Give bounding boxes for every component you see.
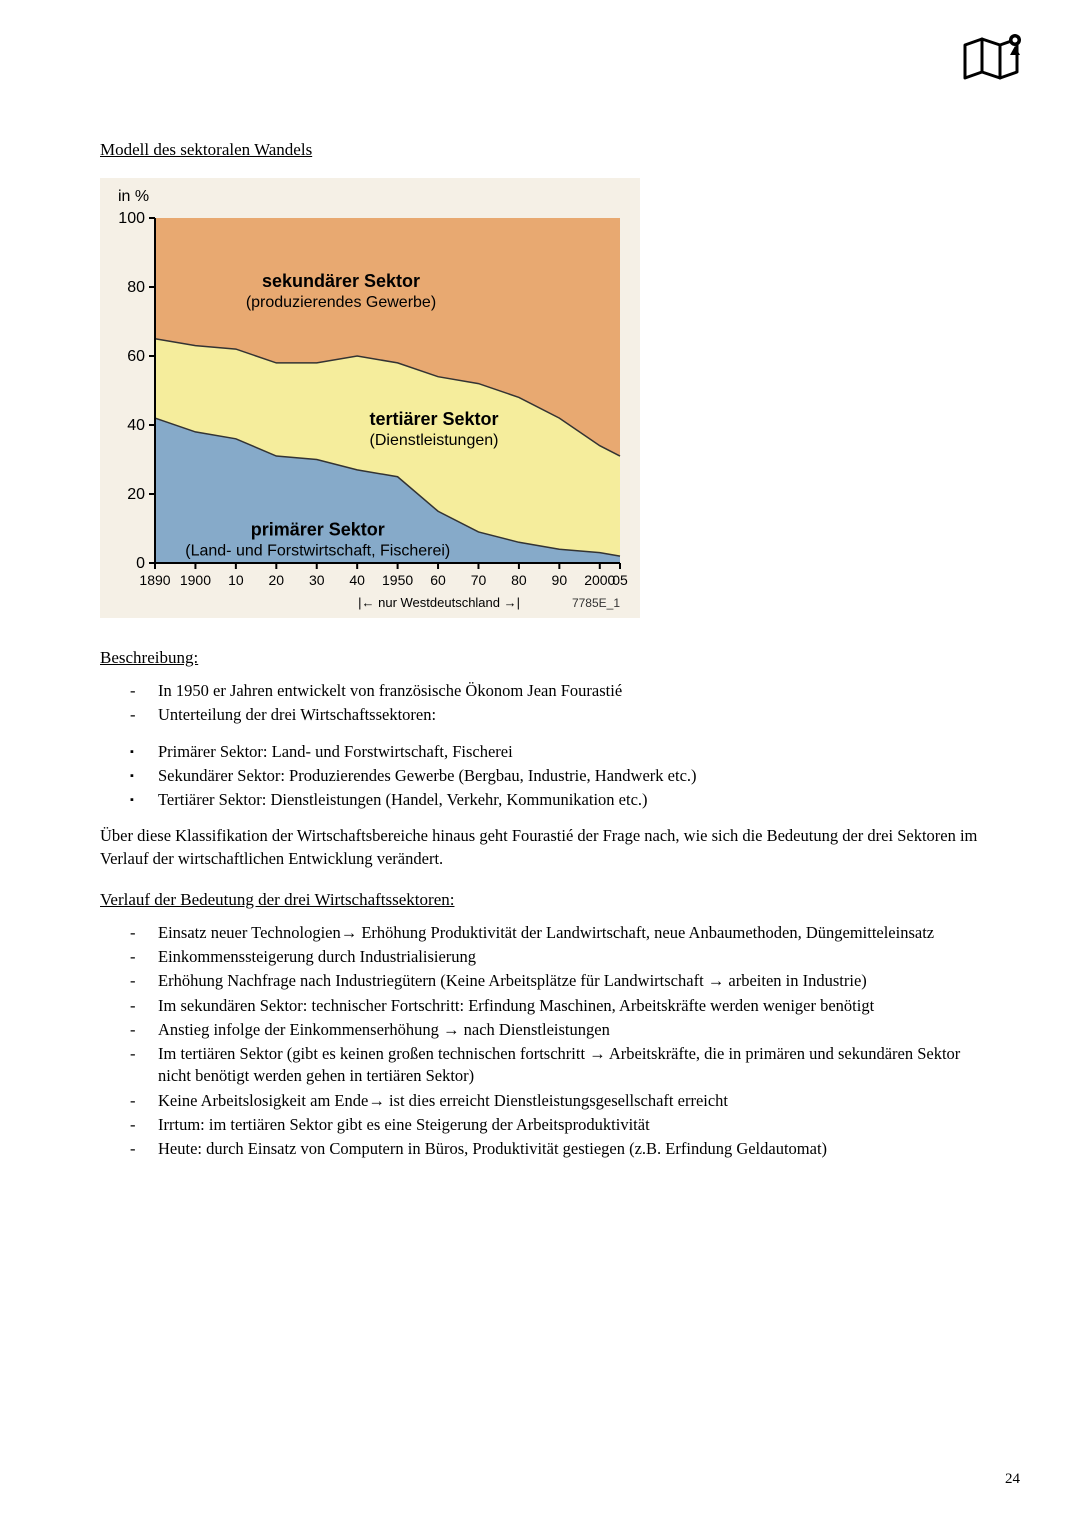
- map-pin-logo: [960, 30, 1030, 85]
- svg-text:1900: 1900: [180, 572, 211, 588]
- list-item: Im sekundären Sektor: technischer Fortsc…: [158, 995, 980, 1017]
- paragraph-klassifikation: Über diese Klassifikation der Wirtschaft…: [100, 825, 980, 870]
- svg-text:2000: 2000: [584, 572, 615, 588]
- list-item: Irrtum: im tertiären Sektor gibt es eine…: [158, 1114, 980, 1136]
- list-item: Tertiärer Sektor: Dienstleistungen (Hand…: [158, 789, 980, 811]
- page-number: 24: [1005, 1471, 1020, 1488]
- beschreibung-dash-list: In 1950 er Jahren entwickelt von französ…: [100, 680, 980, 727]
- verlauf-dash-list: Einsatz neuer Technologien→ Erhöhung Pro…: [100, 922, 980, 1161]
- svg-text:20: 20: [127, 486, 145, 503]
- svg-text:1890: 1890: [139, 572, 170, 588]
- beschreibung-square-list: Primärer Sektor: Land- und Forstwirtscha…: [100, 741, 980, 812]
- svg-text:0: 0: [136, 555, 145, 572]
- svg-text:sekundärer Sektor: sekundärer Sektor: [262, 271, 420, 291]
- svg-text:70: 70: [471, 572, 487, 588]
- section-verlauf-label: Verlauf der Bedeutung der drei Wirtschaf…: [100, 890, 980, 910]
- list-item: Primärer Sektor: Land- und Forstwirtscha…: [158, 741, 980, 763]
- chart-code: 7785E_1: [572, 596, 620, 610]
- svg-text:60: 60: [127, 348, 145, 365]
- svg-text:80: 80: [127, 279, 145, 296]
- heading-modell: Modell des sektoralen Wandels: [100, 140, 980, 160]
- svg-text:(Dienstleistungen): (Dienstleistungen): [370, 432, 499, 449]
- svg-text:30: 30: [309, 572, 325, 588]
- list-item: Im tertiären Sektor (gibt es keinen groß…: [158, 1043, 980, 1088]
- list-item: In 1950 er Jahren entwickelt von französ…: [158, 680, 980, 702]
- list-item: Unterteilung der drei Wirtschaftssektore…: [158, 704, 980, 726]
- svg-text:05: 05: [612, 572, 628, 588]
- chart-bottom-note: |← nur Westdeutschland →|: [358, 595, 520, 610]
- list-item: Einkommenssteigerung durch Industrialisi…: [158, 946, 980, 968]
- section-beschreibung-label: Beschreibung:: [100, 648, 980, 668]
- svg-text:(Land- und Forstwirtschaft, Fi: (Land- und Forstwirtschaft, Fischerei): [185, 542, 450, 559]
- svg-text:40: 40: [349, 572, 365, 588]
- svg-text:1950: 1950: [382, 572, 413, 588]
- list-item: Erhöhung Nachfrage nach Industriegütern …: [158, 970, 980, 992]
- svg-text:20: 20: [269, 572, 285, 588]
- list-item: Heute: durch Einsatz von Computern in Bü…: [158, 1138, 980, 1160]
- svg-text:10: 10: [228, 572, 244, 588]
- svg-text:90: 90: [552, 572, 568, 588]
- svg-text:40: 40: [127, 417, 145, 434]
- svg-text:tertiärer Sektor: tertiärer Sektor: [369, 409, 498, 429]
- svg-text:100: 100: [118, 210, 145, 227]
- svg-text:primärer Sektor: primärer Sektor: [251, 519, 385, 539]
- sectoral-change-chart: in % 0 20 40 60 80 100 1890 1900 10 20 30 40 1950 60 7…: [100, 178, 640, 618]
- svg-text:(produzierendes Gewerbe): (produzierendes Gewerbe): [246, 294, 436, 311]
- svg-text:80: 80: [511, 572, 527, 588]
- chart-svg: 0 20 40 60 80 100 1890 1900 10 20 30 40 1950 60 70 80 90…: [100, 178, 640, 618]
- y-axis-label: in %: [118, 188, 149, 206]
- list-item: Sekundärer Sektor: Produzierendes Gewerb…: [158, 765, 980, 787]
- list-item: Anstieg infolge der Einkommenserhöhung →…: [158, 1019, 980, 1041]
- list-item: Einsatz neuer Technologien→ Erhöhung Pro…: [158, 922, 980, 944]
- list-item: Keine Arbeitslosigkeit am Ende→ ist dies…: [158, 1090, 980, 1112]
- svg-text:60: 60: [430, 572, 446, 588]
